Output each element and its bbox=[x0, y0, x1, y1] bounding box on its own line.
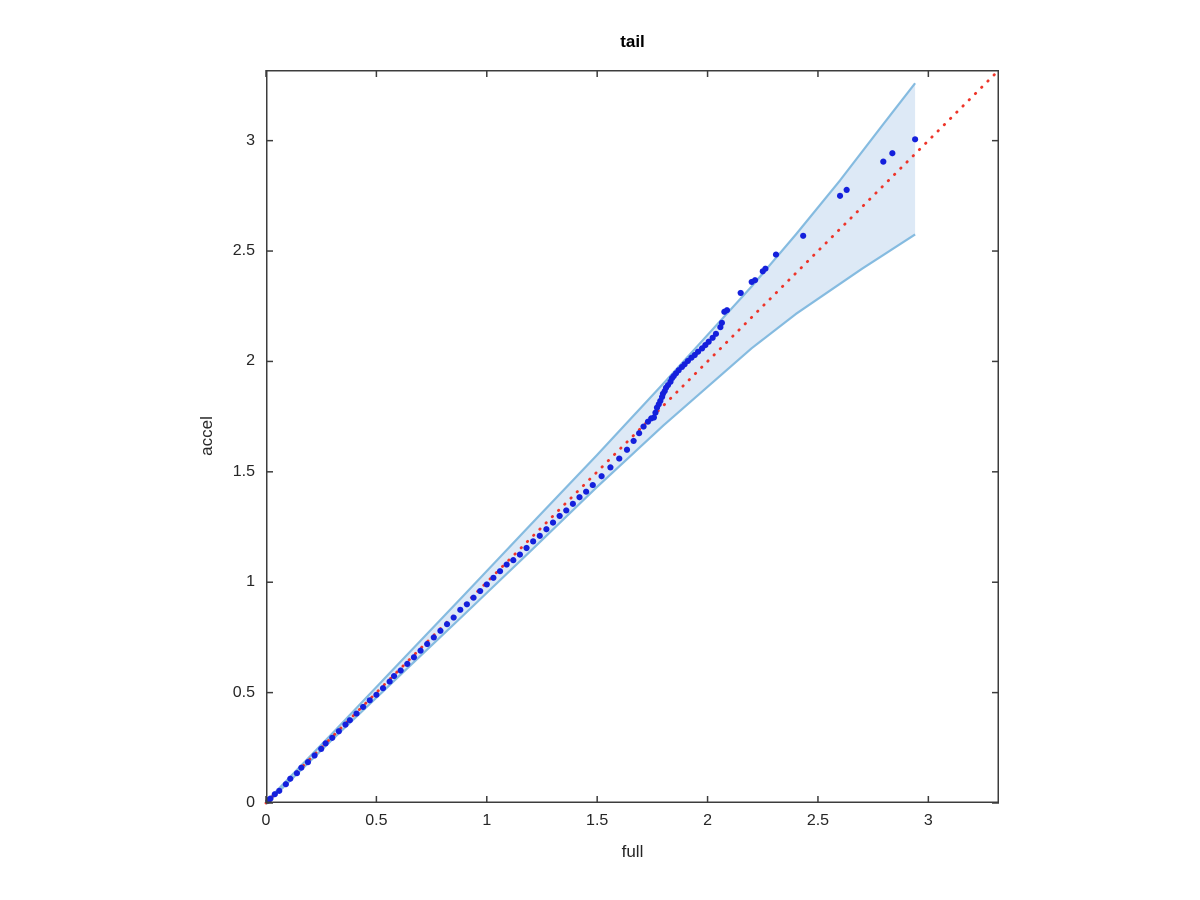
data-point bbox=[282, 781, 289, 788]
y-tick-label: 2.5 bbox=[232, 242, 255, 260]
data-point bbox=[346, 717, 353, 724]
y-tick-label: 1.5 bbox=[232, 462, 255, 480]
data-point bbox=[397, 667, 404, 674]
data-point bbox=[353, 710, 360, 717]
data-point bbox=[390, 672, 398, 680]
x-axis-label: full bbox=[621, 842, 644, 861]
data-point bbox=[640, 423, 647, 430]
data-point bbox=[437, 627, 444, 634]
data-point bbox=[751, 277, 759, 284]
chart-svg bbox=[264, 68, 1001, 805]
data-point bbox=[276, 787, 283, 794]
data-point bbox=[298, 764, 305, 771]
data-point bbox=[443, 621, 451, 628]
data-point bbox=[530, 538, 537, 545]
data-point bbox=[843, 186, 850, 193]
data-point bbox=[556, 512, 563, 520]
plot-area bbox=[264, 68, 1001, 805]
data-point bbox=[329, 734, 336, 741]
data-point bbox=[516, 551, 524, 558]
data-point bbox=[598, 473, 605, 480]
y-tick-label: 2 bbox=[246, 352, 255, 370]
data-point bbox=[543, 526, 550, 533]
x-tick-label: 1 bbox=[482, 812, 492, 829]
data-point bbox=[386, 678, 393, 685]
data-point bbox=[607, 464, 614, 471]
data-point bbox=[762, 265, 769, 272]
data-point bbox=[335, 728, 342, 735]
data-point bbox=[457, 606, 464, 613]
data-point bbox=[477, 587, 484, 595]
data-point bbox=[311, 752, 318, 759]
data-point bbox=[772, 251, 780, 258]
data-point bbox=[430, 634, 437, 641]
data-point bbox=[470, 594, 477, 601]
reference-line bbox=[264, 68, 1001, 805]
axes-box bbox=[266, 70, 999, 803]
data-point bbox=[536, 532, 543, 539]
x-tick-label: 2.5 bbox=[806, 812, 830, 829]
x-tick-label: 2 bbox=[703, 812, 713, 829]
data-point bbox=[360, 703, 367, 711]
data-point bbox=[589, 481, 596, 489]
y-tick-label: 0.5 bbox=[232, 683, 255, 701]
data-point bbox=[623, 446, 631, 453]
data-point bbox=[366, 697, 373, 704]
confidence-band-upper-edge bbox=[265, 82, 916, 803]
x-tick-label: 0 bbox=[261, 812, 271, 829]
data-point bbox=[705, 338, 712, 345]
data-point bbox=[718, 319, 726, 326]
data-point bbox=[379, 685, 387, 692]
data-point bbox=[510, 557, 517, 564]
data-point bbox=[322, 740, 329, 747]
data-point bbox=[880, 158, 887, 165]
data-point bbox=[287, 775, 294, 782]
data-point bbox=[463, 601, 471, 608]
data-point bbox=[576, 494, 583, 501]
confidence-band-fill bbox=[266, 83, 916, 805]
confidence-band-lower-edge bbox=[265, 233, 916, 805]
data-point bbox=[483, 581, 490, 588]
data-point bbox=[410, 654, 418, 661]
data-point bbox=[889, 150, 896, 157]
y-tick-label: 0 bbox=[246, 794, 255, 811]
data-point bbox=[490, 574, 497, 581]
data-point bbox=[404, 660, 411, 668]
data-point bbox=[417, 647, 424, 654]
y-tick-label: 3 bbox=[246, 131, 255, 149]
data-point bbox=[503, 561, 510, 568]
data-point bbox=[271, 791, 278, 798]
data-point bbox=[549, 519, 557, 526]
data-point bbox=[293, 770, 301, 777]
data-point bbox=[836, 192, 844, 199]
data-point bbox=[450, 614, 457, 621]
y-tick-label: 1 bbox=[246, 573, 255, 591]
data-point bbox=[652, 409, 659, 416]
data-point bbox=[304, 759, 312, 766]
data-point bbox=[318, 745, 325, 753]
data-point bbox=[563, 507, 570, 514]
data-point bbox=[424, 640, 431, 648]
data-point bbox=[496, 568, 504, 575]
x-tick-label: 0.5 bbox=[365, 812, 388, 829]
data-point bbox=[616, 455, 623, 462]
data-point bbox=[569, 500, 576, 507]
data-point bbox=[342, 721, 349, 728]
data-point bbox=[523, 544, 530, 552]
data-point bbox=[267, 795, 274, 802]
x-tick-label: 1.5 bbox=[586, 812, 609, 829]
x-tick-label: 3 bbox=[923, 812, 933, 829]
plot-title: tail bbox=[620, 32, 645, 51]
data-point bbox=[636, 430, 643, 437]
data-point bbox=[912, 136, 919, 143]
data-point bbox=[712, 330, 720, 337]
data-point bbox=[630, 437, 637, 445]
data-point bbox=[737, 289, 744, 297]
data-point bbox=[373, 691, 380, 698]
data-point bbox=[650, 414, 658, 421]
data-point bbox=[800, 232, 807, 239]
data-point bbox=[723, 307, 731, 314]
data-point bbox=[583, 488, 590, 495]
